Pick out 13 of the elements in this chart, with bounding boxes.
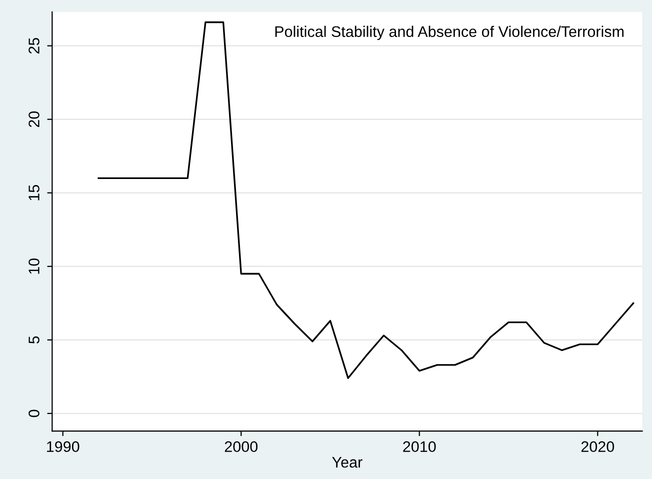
x-tick-label: 2020	[581, 441, 614, 452]
x-tick-label: 2000	[224, 441, 258, 452]
text: Political Stability and Absence of Violence/Terrorism	[275, 26, 624, 40]
y-tick-label: 20	[28, 111, 40, 128]
y-tick-label: 25	[28, 38, 40, 54]
y-tick-label: 5	[28, 336, 40, 344]
y-tick-label: 0	[28, 410, 40, 418]
x-axis-title: Year	[332, 457, 362, 468]
y-tick-label: 15	[28, 185, 40, 200]
x-tick-label: 2010	[403, 441, 436, 452]
x-tick-label: 1990	[47, 441, 80, 452]
y-tick-label: 10	[28, 258, 40, 274]
line-series	[98, 21, 634, 379]
